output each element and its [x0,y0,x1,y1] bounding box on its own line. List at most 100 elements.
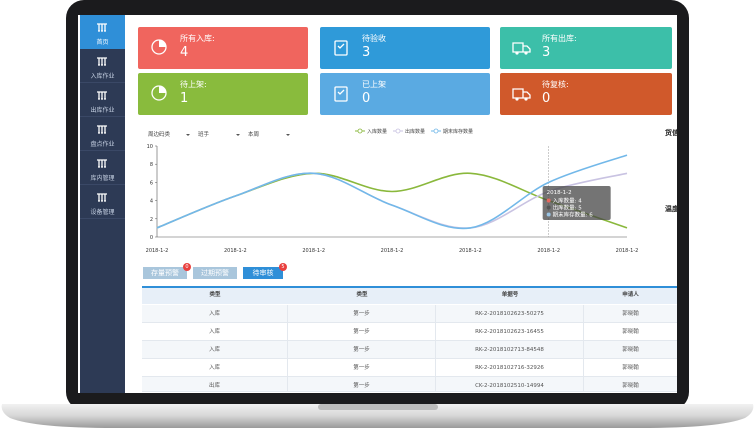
card-value: 4 [180,45,189,60]
table-row [142,359,677,377]
stat-card[interactable]: 待复核: 0 [500,73,672,115]
tab[interactable]: 过期预警 [193,267,237,279]
table-cell: 第一步 [288,305,436,323]
tooltip-title: 2018-1-2 [547,190,572,196]
table-header-cell: 类型 [209,292,221,298]
card-icon [512,88,531,101]
y-tick-label: 4 [150,199,153,205]
table-cell: 郭晓翰 [622,365,639,371]
legend-label: 期末库存数量 [443,128,473,135]
card-value: 3 [542,45,551,60]
nav-label: 出库作业 [90,107,115,114]
y-tick-label: 6 [150,180,153,186]
table-cell: 入库 [142,359,288,377]
nav-label: 盘点作业 [90,141,115,148]
stat-card[interactable]: 所有入库: 4 [138,27,308,69]
side-label: 货信 [664,128,679,137]
tooltip-dot [546,198,551,203]
table-cell: 出库 [142,377,288,392]
y-tick-label: 10 [147,144,153,150]
laptop-base [1,404,754,428]
table-cell: 入库 [142,305,288,323]
stat-card[interactable]: 待验收 3 [320,27,490,69]
tab[interactable]: 待审核 [243,267,283,279]
x-tick-label: 2018-1-2 [146,248,169,254]
filter-label: 周边码类 [148,130,171,138]
table-cell: 入库 [142,323,288,341]
table-cell: 入库 [142,341,288,359]
nav-label: 设备管理 [90,209,115,216]
sidebar [80,15,125,393]
card-icon [512,42,531,55]
stat-card[interactable]: 待上架: 1 [138,73,308,115]
nav-icon [97,125,107,134]
legend-label: 入库数量 [367,128,387,135]
y-tick-label: 0 [150,235,153,241]
table-header-cell: 单据号 [501,292,519,298]
legend-dot [357,128,363,134]
tab-badge: 0 [183,263,191,271]
nav-item[interactable]: 入库作业 [80,49,125,83]
nav-item-active[interactable]: 首页 [80,15,125,49]
table-cell: RK-2-2018102716-32926 [436,359,584,377]
card-label: 已上架 [362,80,386,89]
table-header-cell: 申请人 [622,292,639,298]
tab[interactable]: 存量预警 [143,267,187,279]
card-value: 3 [362,45,371,60]
side-label: 温度 [665,204,680,213]
card-label: 待验收 [362,34,386,43]
nav-icon [97,57,107,66]
table-row [142,323,677,341]
tab-badge: 5 [279,263,287,271]
nav-item[interactable]: 出库作业 [80,83,125,117]
nav-label: 入库作业 [90,73,115,80]
table-cell: RK-2-2018102713-84548 [436,341,584,359]
series-line [156,154,628,230]
nav-label: 库内管理 [90,175,115,182]
nav-item[interactable]: 盘点作业 [80,117,125,151]
nav-icon [97,159,107,168]
legend-dot [433,128,439,134]
stat-card[interactable]: 所有出库: 3 [500,27,672,69]
table-row [142,341,677,359]
notch [318,404,438,410]
tooltip-line: 出库数量: 5 [553,204,583,212]
dropdown-arrow [186,134,190,136]
table-cell: RK-2-2018102623-16455 [436,323,584,341]
nav-icon [97,23,107,32]
card-icon [334,86,348,102]
card-value: 1 [180,91,189,106]
dropdown-arrow [236,134,240,136]
table-cell: 第一步 [288,377,436,392]
x-tick-label: 2018-1-2 [537,248,560,254]
card-label: 所有入库: [180,34,215,43]
legend-label: 出库数量 [405,128,425,135]
table-cell: 第一步 [288,359,436,377]
tooltip-line: 入库数量: 4 [553,197,583,205]
nav-item[interactable]: 设备管理 [80,185,125,219]
x-tick-label: 2018-1-2 [302,248,325,254]
card-icon [334,40,348,56]
x-tick-label: 2018-1-2 [381,248,404,254]
y-tick-label: 2 [150,217,153,223]
nav-icon [97,91,107,100]
table-cell: 第一步 [288,341,436,359]
y-tick-label: 8 [150,162,153,168]
table-row [142,377,677,392]
table-cell: 郭晓翰 [622,311,639,317]
filter-label: 班手 [198,130,210,138]
tooltip-dot [546,212,551,217]
card-icon [151,85,167,101]
card-label: 待上架: [180,80,207,89]
table-cell: 第一步 [288,323,436,341]
nav-item[interactable]: 库内管理 [80,151,125,185]
table-header-cell: 类型 [356,292,368,298]
stat-card[interactable]: 已上架 0 [320,73,490,115]
card-icon [151,39,167,55]
table-cell: 郭晓翰 [622,347,639,353]
card-label: 待复核: [542,80,569,89]
card-value: 0 [542,91,551,106]
